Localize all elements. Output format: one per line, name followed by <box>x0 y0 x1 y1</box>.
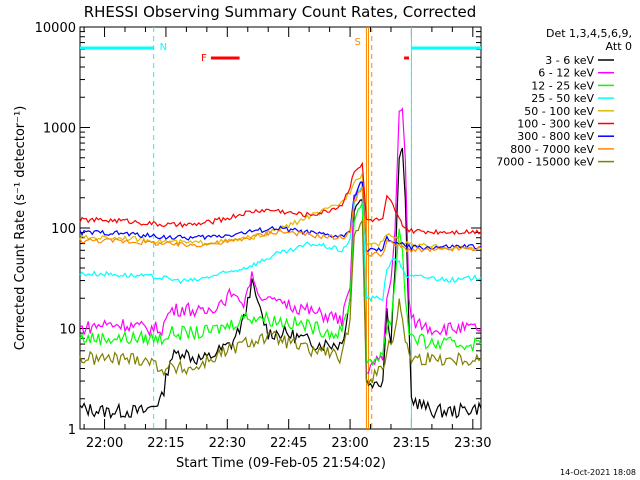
legend-entry-label: 800 - 7000 keV <box>510 143 594 156</box>
legend-header-detectors: Det 1,3,4,5,6,9, <box>546 27 632 40</box>
legend-entry-label: 12 - 25 keV <box>531 79 594 92</box>
series-line <box>79 147 482 420</box>
chart-title: RHESSI Observing Summary Count Rates, Co… <box>84 3 477 21</box>
y-axis-label: Corrected Count Rate (s⁻¹ detector⁻¹) <box>13 106 28 351</box>
legend-entry-label: 3 - 6 keV <box>545 54 594 67</box>
series-line <box>79 202 482 367</box>
y-tick-label: 1 <box>68 423 76 438</box>
x-tick-label: 23:15 <box>393 436 430 451</box>
flag-label: N <box>160 42 167 53</box>
y-tick-label: 100 <box>51 222 76 237</box>
y-tick-label: 1000 <box>43 122 76 137</box>
legend-header-attenuator: Att 0 <box>606 40 632 53</box>
series-line <box>79 173 482 252</box>
x-tick-label: 22:15 <box>147 436 184 451</box>
flag-label: S <box>354 37 360 48</box>
legend-entry-label: 300 - 800 keV <box>517 130 594 143</box>
x-tick-label: 23:00 <box>331 436 368 451</box>
legend-entry-label: 25 - 50 keV <box>531 92 594 105</box>
legend-entry-label: 50 - 100 keV <box>524 105 594 118</box>
series-line <box>79 107 482 375</box>
legend-entry-label: 100 - 300 keV <box>517 118 594 131</box>
legend-entry-label: 7000 - 15000 keV <box>496 156 594 169</box>
y-tick-label: 10000 <box>35 21 76 36</box>
flag-label: F <box>201 53 207 64</box>
x-tick-label: 23:30 <box>454 436 491 451</box>
plot-frame <box>79 26 482 430</box>
x-tick-label: 22:00 <box>86 436 123 451</box>
series-line <box>79 218 482 386</box>
series-line <box>79 161 482 236</box>
timestamp: 14-Oct-2021 18:08 <box>560 468 636 477</box>
x-axis-label: Start Time (09-Feb-05 21:54:02) <box>176 456 386 471</box>
x-tick-label: 22:45 <box>270 436 307 451</box>
series-line <box>79 181 481 253</box>
series-line <box>79 185 482 258</box>
y-tick-label: 10 <box>59 323 76 338</box>
legend-entry-label: 6 - 12 keV <box>538 67 594 80</box>
series-line <box>79 183 482 302</box>
x-tick-label: 22:30 <box>209 436 246 451</box>
